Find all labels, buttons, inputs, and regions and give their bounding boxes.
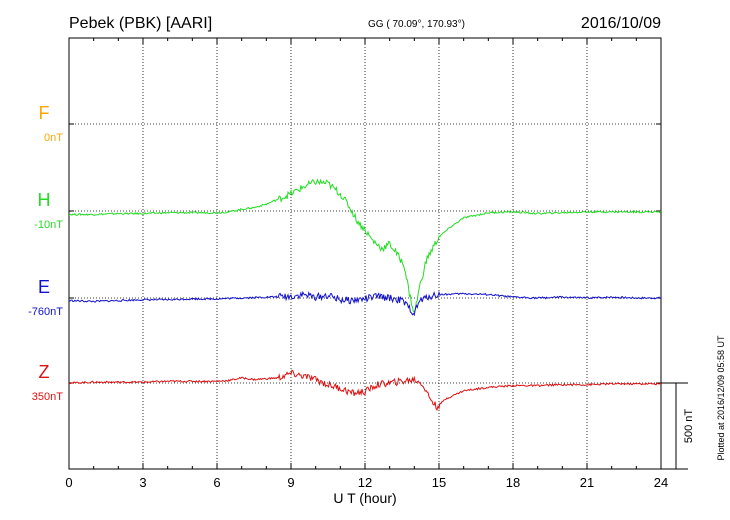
series-baseline-z: 350nT (32, 391, 63, 403)
series-name-f: F (39, 103, 50, 123)
x-tick-label: 21 (580, 475, 594, 490)
x-axis-label: U T (hour) (333, 490, 396, 506)
series-baseline-f: 0nT (44, 132, 63, 144)
x-tick-label: 18 (506, 475, 520, 490)
series-line-e (68, 290, 662, 317)
scale-bar: 500 nT (661, 382, 695, 470)
series-line-h (68, 178, 662, 314)
plotted-timestamp: Plotted at 2016/12/09 05:58 UT (716, 335, 726, 461)
series-line-z (68, 369, 662, 412)
grid-lines (69, 38, 661, 469)
x-tick-label: 0 (65, 475, 72, 490)
series-labels: F 0nT H -10nT E -760nT Z 350nT (28, 103, 63, 403)
scale-bar-label: 500 nT (683, 409, 695, 444)
series-lines (68, 178, 662, 412)
series-name-h: H (38, 190, 51, 210)
geographic-coords: GG ( 70.09°, 170.93°) (368, 19, 465, 30)
series-name-e: E (38, 277, 50, 297)
x-tick-label: 12 (358, 475, 372, 490)
x-tick-label: 9 (287, 475, 294, 490)
series-baseline-h: -10nT (34, 219, 63, 231)
station-title: Pebek (PBK) [AARI] (69, 15, 212, 32)
series-baseline-e: -760nT (28, 306, 63, 318)
x-tick-label: 3 (139, 475, 146, 490)
axis-ticks: 0 3 6 9 12 15 18 21 24 (65, 38, 668, 490)
series-name-z: Z (39, 362, 50, 382)
x-tick-label: 6 (213, 475, 220, 490)
x-tick-label: 15 (432, 475, 446, 490)
date-label: 2016/10/09 (581, 15, 661, 32)
x-tick-label: 24 (654, 475, 668, 490)
